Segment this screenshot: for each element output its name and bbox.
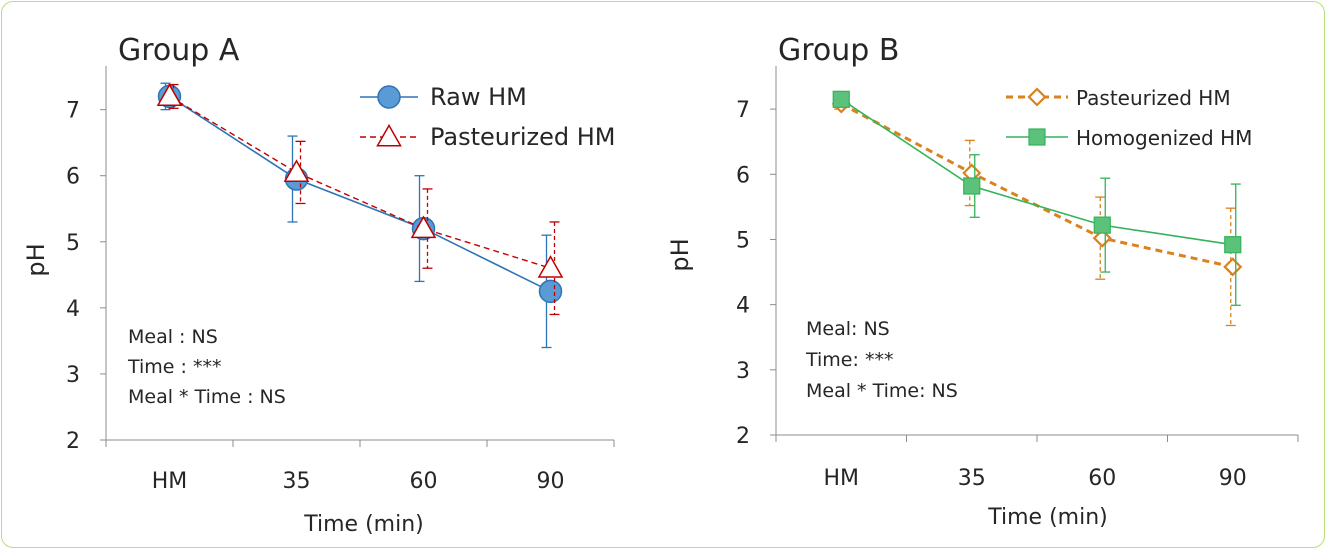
y-tick-label: 5 (66, 231, 80, 256)
x-tick-label: 90 (1219, 466, 1247, 491)
y-axis-label: pH (666, 238, 694, 271)
y-tick-label: 7 (66, 99, 80, 124)
series-1 (156, 83, 564, 316)
y-tick-label: 4 (736, 294, 750, 319)
x-tick-label: HM (152, 469, 188, 494)
x-axis-label: Time (min) (987, 505, 1108, 530)
stat-annotation: Meal * Time : NS (128, 386, 286, 408)
chart-title: Group A (118, 33, 240, 68)
x-tick-label: 60 (1088, 466, 1116, 491)
legend-marker (377, 85, 401, 109)
y-tick-label: 3 (66, 363, 80, 388)
legend-label: Pasteurized HM (430, 123, 616, 151)
y-tick-label: 3 (736, 359, 750, 384)
legend-marker (1028, 128, 1046, 146)
series-line (169, 95, 551, 293)
legend-marker (1027, 87, 1047, 107)
legend-entry: Pasteurized HM (360, 123, 616, 151)
x-tick-label: 60 (410, 469, 438, 494)
data-point (1093, 216, 1111, 234)
data-point (1092, 228, 1112, 248)
legend-marker (376, 123, 402, 147)
chart-group-b: Group B 2 3 4 5 6 7 HM 35 60 90 Time (min) pH Pasteur… (666, 33, 1299, 530)
chart-group-a: Group A 2 3 4 5 6 7 HM 35 60 90 Time (min) pH Raw HM P… (22, 33, 616, 537)
x-tick-label: HM (823, 466, 859, 491)
data-point (283, 159, 310, 182)
data-point (963, 177, 981, 195)
stat-annotation: Time: *** (805, 349, 893, 371)
y-tick-label: 6 (66, 165, 80, 190)
data-point (156, 83, 183, 106)
y-tick-label: 5 (736, 228, 750, 253)
stat-annotation: Time : *** (127, 356, 221, 378)
data-point (1224, 236, 1242, 254)
y-tick-label: 4 (66, 297, 80, 322)
data-point (537, 255, 564, 278)
x-tick-label: 35 (283, 469, 311, 494)
legend-entry: Pasteurized HM (1006, 86, 1231, 110)
series-line (840, 98, 1233, 246)
y-tick-label: 2 (66, 429, 80, 454)
legend-label: Raw HM (430, 83, 527, 111)
series-1 (832, 90, 1242, 306)
legend-entry: Raw HM (360, 83, 527, 111)
y-tick-label: 6 (736, 163, 750, 188)
y-tick-label: 7 (736, 98, 750, 123)
stat-annotation: Meal : NS (128, 326, 218, 348)
stat-annotation: Meal * Time: NS (806, 380, 958, 402)
legend-entry: Homogenized HM (1006, 126, 1252, 150)
data-point (410, 215, 437, 239)
y-tick-label: 2 (736, 424, 750, 449)
legend-label: Homogenized HM (1076, 126, 1252, 150)
series-line (169, 95, 551, 269)
x-tick-label: 35 (958, 466, 986, 491)
data-point (1223, 257, 1243, 277)
x-tick-label: 90 (537, 469, 565, 494)
y-axis-label: pH (22, 243, 50, 276)
data-point (538, 279, 563, 304)
x-axis-label: Time (min) (303, 512, 424, 537)
chart-title: Group B (778, 33, 899, 68)
data-point (832, 90, 850, 108)
stat-annotation: Meal: NS (806, 318, 890, 340)
legend-label: Pasteurized HM (1076, 86, 1231, 110)
